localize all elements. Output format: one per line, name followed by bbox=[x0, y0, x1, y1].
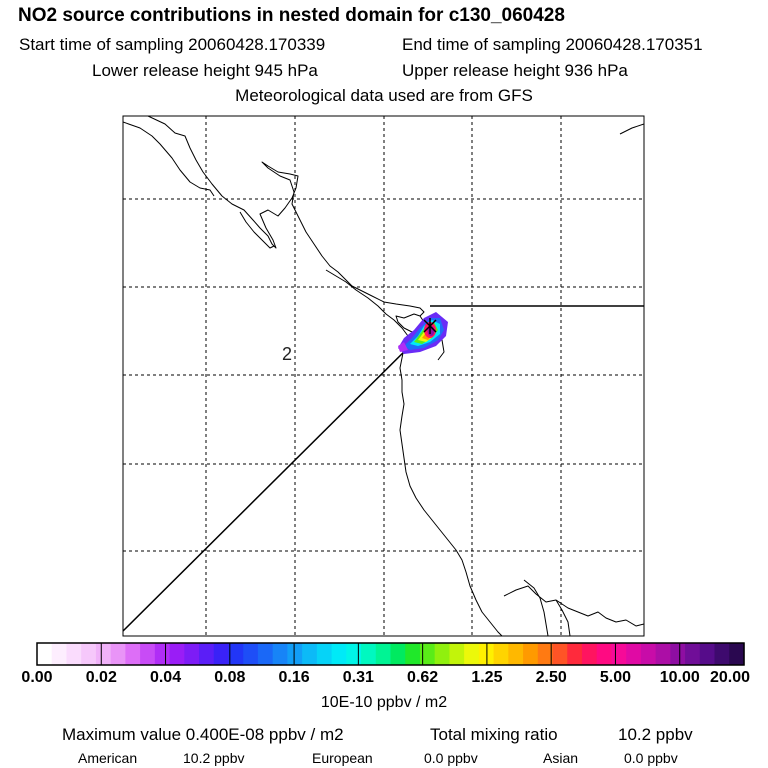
colorbar-swatch bbox=[449, 643, 465, 665]
colorbar-swatch bbox=[140, 643, 156, 665]
colorbar-swatch bbox=[37, 643, 53, 665]
colorbar-swatch bbox=[51, 643, 68, 665]
total-mixing-label: Total mixing ratio bbox=[430, 725, 558, 744]
colorbar-swatch bbox=[640, 643, 657, 665]
colorbar-tick-label: 2.50 bbox=[535, 669, 567, 686]
colorbar-swatch bbox=[611, 643, 627, 665]
colorbar-tick-label: 20.00 bbox=[709, 669, 751, 686]
colorbar-swatch bbox=[361, 643, 377, 665]
colorbar-tick-label: 0.16 bbox=[278, 669, 310, 686]
colorbar-swatch bbox=[316, 643, 333, 665]
colorbar-swatch bbox=[714, 643, 730, 665]
colorbar-swatch bbox=[184, 643, 200, 665]
map-body bbox=[123, 116, 644, 636]
colorbar-tick-label: 5.00 bbox=[599, 669, 632, 686]
colorbar-unit-label: 10E-10 ppbv / m2 bbox=[320, 694, 448, 711]
colorbar-swatch bbox=[346, 643, 362, 665]
colorbar-swatch bbox=[699, 643, 716, 665]
colorbar-swatch bbox=[405, 643, 421, 665]
colorbar-swatch bbox=[626, 643, 642, 665]
european-label: European bbox=[312, 750, 373, 766]
colorbar-swatch bbox=[685, 643, 701, 665]
colorbar-tick-label: 1.25 bbox=[471, 669, 503, 686]
colorbar-swatch bbox=[272, 643, 288, 665]
lower-height-label: Lower release height 945 hPa bbox=[92, 61, 318, 80]
grid-lines bbox=[123, 116, 644, 636]
colorbar-swatch bbox=[729, 643, 745, 665]
colorbar-swatch bbox=[95, 643, 112, 665]
end-time-label: End time of sampling 20060428.170351 bbox=[402, 35, 703, 54]
colorbar-swatch bbox=[464, 643, 480, 665]
colorbar-swatch bbox=[228, 643, 244, 665]
colorbar-swatch bbox=[375, 643, 392, 665]
colorbar-swatch bbox=[596, 643, 613, 665]
met-data-label: Meteorological data used are from GFS bbox=[235, 86, 533, 105]
map-frame bbox=[122, 115, 645, 637]
map-region-label: 2 bbox=[282, 344, 292, 364]
colorbar-swatch bbox=[302, 643, 318, 665]
start-time-label: Start time of sampling 20060428.170339 bbox=[19, 35, 326, 54]
colorbar-swatch bbox=[390, 643, 406, 665]
colorbar-frame bbox=[36, 642, 745, 666]
colorbar-swatch bbox=[125, 643, 141, 665]
colorbar-swatch bbox=[508, 643, 524, 665]
release-site-marker-icon bbox=[423, 318, 437, 334]
total-mixing-value: 10.2 ppbv bbox=[618, 725, 693, 744]
map-title: NO2 source contributions in nested domai… bbox=[18, 5, 565, 26]
american-value: 10.2 ppbv bbox=[183, 750, 245, 766]
colorbar-tick-label: 0.62 bbox=[407, 669, 439, 686]
european-value: 0.0 ppbv bbox=[424, 750, 478, 766]
colorbar-tick-label: 0.02 bbox=[85, 669, 117, 686]
colorbar-swatch bbox=[581, 643, 598, 665]
colorbar-tick-label: 0.08 bbox=[214, 669, 246, 686]
colorbar-swatch bbox=[537, 643, 554, 665]
max-value-label: Maximum value 0.400E-08 ppbv / m2 bbox=[62, 725, 344, 744]
american-label: American bbox=[78, 750, 138, 766]
colorbar-swatch bbox=[169, 643, 185, 665]
colorbar-dividers bbox=[100, 643, 681, 665]
colorbar-swatch bbox=[243, 643, 259, 665]
colorbar-swatch bbox=[434, 643, 451, 665]
colorbar-swatch bbox=[287, 643, 303, 665]
colorbar-swatch bbox=[655, 643, 671, 665]
asian-value: 0.0 ppbv bbox=[624, 750, 678, 766]
colorbar-swatch bbox=[670, 643, 686, 665]
colorbar-tick-label: 0.31 bbox=[342, 669, 374, 686]
colorbar-swatch bbox=[81, 643, 97, 665]
colorbar-swatch bbox=[66, 643, 82, 665]
colorbar-swatch bbox=[199, 643, 215, 665]
colorbar-swatch bbox=[523, 643, 539, 665]
colorbar-swatch bbox=[154, 643, 171, 665]
colorbar-swatch bbox=[110, 643, 126, 665]
colorbar-tick-label: 0.00 bbox=[21, 669, 53, 686]
colorbar-swatch bbox=[552, 643, 568, 665]
colorbar-swatch bbox=[567, 643, 583, 665]
trajectory-lines bbox=[123, 305, 644, 632]
colorbar-swatch bbox=[213, 643, 230, 665]
asian-label: Asian bbox=[543, 750, 579, 766]
colorbar bbox=[37, 643, 745, 665]
colorbar-swatch bbox=[493, 643, 509, 665]
colorbar-swatch bbox=[331, 643, 347, 665]
colorbar-swatch bbox=[419, 643, 436, 665]
upper-height-label: Upper release height 936 hPa bbox=[402, 61, 628, 80]
colorbar-swatch bbox=[257, 643, 274, 665]
colorbar-tick-label: 0.04 bbox=[149, 669, 182, 686]
colorbar-tick-label: 10.00 bbox=[659, 669, 700, 686]
